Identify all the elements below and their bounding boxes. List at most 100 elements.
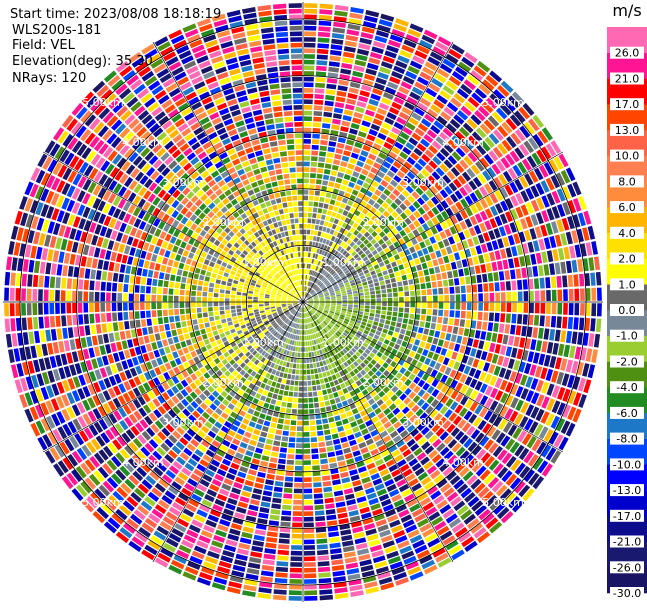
gate-cell <box>241 436 250 444</box>
gate-cell <box>518 106 531 120</box>
gate-cell <box>196 111 208 121</box>
gate-cell <box>443 255 450 264</box>
gate-cell <box>149 226 157 235</box>
gate-cell <box>100 281 106 291</box>
gate-cell <box>102 463 113 475</box>
gate-cell <box>298 212 303 218</box>
gate-cell <box>144 458 155 469</box>
gate-cell <box>44 234 52 247</box>
gate-cell <box>187 478 198 487</box>
gate-cell <box>206 241 213 248</box>
gate-cell <box>290 562 302 567</box>
gate-cell <box>303 307 306 313</box>
gate-cell <box>293 288 297 293</box>
gate-cell <box>203 317 209 323</box>
gate-cell <box>225 539 238 547</box>
gate-cell <box>312 391 318 397</box>
gate-cell <box>178 544 192 554</box>
gate-cell <box>172 134 183 144</box>
gate-cell <box>288 306 293 310</box>
gate-cell <box>328 241 334 247</box>
gate-cell <box>281 297 287 300</box>
gate-cell <box>399 151 409 160</box>
gate-cell <box>171 385 179 394</box>
gate-cell <box>83 164 94 177</box>
gate-cell <box>402 146 412 155</box>
gate-cell <box>168 145 178 155</box>
gate-cell <box>328 254 333 260</box>
gate-cell <box>359 220 367 227</box>
gate-cell <box>408 204 417 213</box>
gate-cell <box>435 250 442 258</box>
gate-cell <box>71 241 79 253</box>
gate-cell <box>456 242 464 251</box>
gate-cell <box>395 91 407 100</box>
gate-cell <box>30 167 41 182</box>
gate-cell <box>308 246 312 252</box>
gate-cell <box>219 132 229 141</box>
gate-cell <box>540 224 548 237</box>
gate-cell <box>182 270 189 277</box>
gate-cell <box>278 271 283 276</box>
gate-cell <box>303 471 312 477</box>
gate-cell <box>58 224 66 237</box>
gate-cell <box>532 133 544 147</box>
gate-cell <box>507 167 518 180</box>
gate-cell <box>130 425 140 436</box>
gate-cell <box>266 244 272 250</box>
gate-cell <box>204 198 212 206</box>
gate-cell <box>142 327 148 336</box>
gate-cell <box>132 387 141 397</box>
gate-cell <box>453 92 466 104</box>
gate-cell <box>209 545 222 554</box>
gate-cell <box>318 396 324 402</box>
gate-cell <box>478 105 490 118</box>
gate-cell <box>461 294 466 302</box>
gate-cell <box>385 136 396 145</box>
gate-cell <box>84 477 97 490</box>
gate-cell <box>255 337 261 343</box>
gate-cell <box>374 189 382 197</box>
gate-cell <box>269 263 275 269</box>
gate-cell <box>268 327 274 332</box>
gate-cell <box>295 375 299 380</box>
gate-cell <box>291 54 302 59</box>
gate-cell <box>343 279 349 284</box>
gate-cell <box>230 523 242 531</box>
gate-cell <box>338 79 349 86</box>
gate-cell <box>225 472 236 481</box>
gate-cell <box>474 213 483 223</box>
gate-cell <box>319 594 334 601</box>
gate-cell <box>317 549 329 556</box>
gate-cell <box>299 269 302 274</box>
gate-cell <box>273 338 279 344</box>
gate-cell <box>270 422 277 429</box>
gate-cell <box>211 256 218 263</box>
gate-cell <box>434 233 442 242</box>
gate-cell <box>256 252 262 258</box>
gate-cell <box>189 555 203 565</box>
gate-cell <box>311 334 315 340</box>
gate-cell <box>435 136 446 146</box>
gate-cell <box>393 160 402 169</box>
gate-cell <box>249 98 260 105</box>
gate-cell <box>387 297 393 302</box>
gate-cell <box>180 379 189 388</box>
gate-cell <box>585 242 593 256</box>
gate-cell <box>134 285 140 293</box>
gate-cell <box>190 373 198 381</box>
gate-cell <box>279 238 284 244</box>
gate-cell <box>229 390 237 397</box>
gate-cell <box>358 95 369 103</box>
gate-cell <box>148 412 158 422</box>
gate-cell <box>277 377 283 383</box>
gate-cell <box>363 285 369 289</box>
gate-cell <box>215 219 223 226</box>
gate-cell <box>201 333 208 340</box>
gate-cell <box>293 311 297 316</box>
gate-cell <box>196 302 202 308</box>
gate-cell <box>401 44 415 54</box>
gate-cell <box>517 291 523 302</box>
gate-cell <box>177 518 189 528</box>
gate-cell <box>356 101 367 108</box>
